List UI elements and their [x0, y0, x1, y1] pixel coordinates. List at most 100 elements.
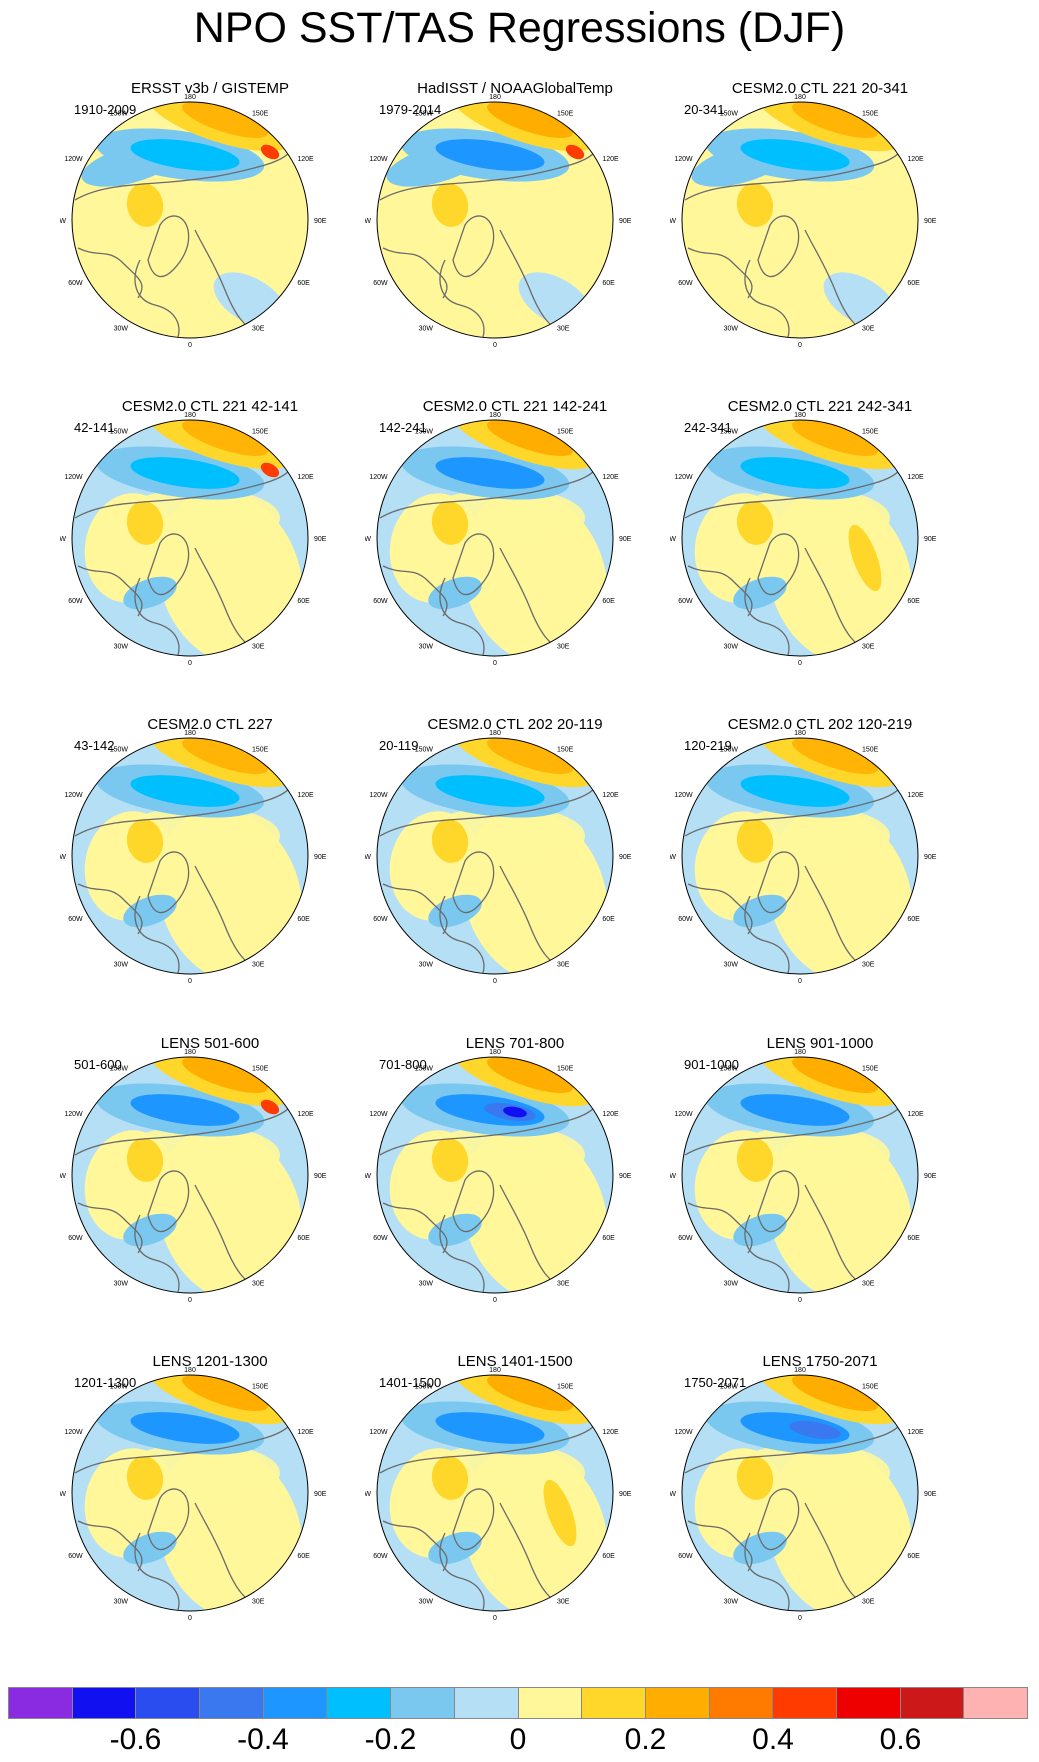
map-boundary — [681, 737, 919, 975]
panel-title: CESM2.0 CTL 221 142-241 — [422, 398, 608, 415]
longitude-label: 120E — [602, 474, 619, 481]
panel-period: 42-141 — [74, 420, 115, 435]
polar-map: 180 150W 150E 120W 120E 90W 90E 60W 60E 30W 30E 0 — [670, 1049, 937, 1304]
longitude-label: 90W — [670, 1491, 676, 1498]
longitude-label: 60W — [68, 1553, 83, 1560]
map-boundary — [71, 101, 309, 339]
longitude-label: 30E — [252, 1280, 265, 1287]
anomaly-region — [736, 1138, 774, 1182]
panel-period: 1401-1500 — [379, 1375, 442, 1390]
map-boundary — [681, 419, 919, 657]
longitude-label: 150W — [415, 111, 434, 118]
map-boundary — [681, 101, 919, 339]
anomaly-region — [126, 1456, 164, 1500]
colorbar-swatch — [136, 1688, 201, 1718]
longitude-label: 90W — [670, 218, 676, 225]
longitude-label: 60W — [678, 916, 693, 923]
longitude-label: 90W — [365, 218, 371, 225]
map-panel: 180 150W 150E 120W 120E 90W 90E 60W 60E 30W 30E 0 L… — [670, 1353, 970, 1653]
panel-title: LENS 501-600 — [160, 1035, 260, 1052]
longitude-label: 120E — [297, 1429, 314, 1436]
longitude-label: 30W — [114, 325, 129, 332]
longitude-label: 180 — [794, 94, 806, 101]
longitude-label: 90E — [619, 218, 632, 225]
panel-period: 20-341 — [684, 102, 725, 117]
colorbar-swatch — [645, 1688, 710, 1718]
longitude-label: 120E — [907, 1429, 924, 1436]
panel-period: 1750-2071 — [684, 1375, 747, 1390]
longitude-label: 150W — [720, 1066, 739, 1073]
anomaly-region — [238, 206, 272, 274]
anomaly-region — [130, 457, 240, 489]
longitude-label: 0 — [188, 660, 192, 667]
anomaly-region — [238, 842, 272, 910]
longitude-label: 180 — [794, 1367, 806, 1374]
polar-map: 180 150W 150E 120W 120E 90W 90E 60W 60E 30W 30E 0 — [365, 412, 632, 667]
longitude-label: 60W — [678, 280, 693, 287]
longitude-label: 120E — [602, 1111, 619, 1118]
anomaly-region — [182, 1057, 268, 1093]
longitude-label: 150W — [110, 1384, 129, 1391]
longitude-label: 180 — [794, 730, 806, 737]
longitude-label: 150E — [252, 429, 269, 436]
map-boundary — [681, 1374, 919, 1612]
longitude-label: 0 — [188, 978, 192, 985]
panel-period: 43-142 — [74, 738, 115, 753]
longitude-label: 120E — [297, 156, 314, 163]
panel-title: LENS 1401-1500 — [457, 1353, 573, 1370]
longitude-label: 120W — [369, 1429, 388, 1436]
longitude-label: 60W — [68, 280, 83, 287]
longitude-label: 0 — [493, 978, 497, 985]
map-panel: 180 150W 150E 120W 120E 90W 90E 60W 60E 30W 30E 0 C… — [60, 398, 360, 698]
anomaly-region — [487, 1057, 573, 1093]
longitude-label: 180 — [489, 412, 501, 419]
polar-map: 180 150W 150E 120W 120E 90W 90E 60W 60E 30W 30E 0 — [60, 1367, 327, 1622]
anomaly-region — [130, 139, 240, 171]
colorbar-swatch — [391, 1688, 455, 1718]
polar-map: 180 150W 150E 120W 120E 90W 90E 60W 60E 30W 30E 0 — [670, 1367, 937, 1622]
longitude-label: 150W — [720, 747, 739, 754]
longitude-label: 120E — [907, 792, 924, 799]
longitude-label: 90W — [365, 1173, 371, 1180]
anomaly-region — [736, 501, 774, 545]
longitude-label: 150W — [415, 1384, 434, 1391]
longitude-label: 0 — [493, 1297, 497, 1304]
longitude-label: 30W — [114, 961, 129, 968]
longitude-label: 120W — [369, 792, 388, 799]
longitude-label: 60W — [373, 916, 388, 923]
longitude-label: 120E — [602, 792, 619, 799]
longitude-label: 30E — [862, 1598, 875, 1605]
longitude-label: 30W — [114, 1598, 129, 1605]
longitude-label: 30E — [557, 1280, 570, 1287]
longitude-label: 180 — [489, 94, 501, 101]
polar-map: 180 150W 150E 120W 120E 90W 90E 60W 60E 30W 30E 0 — [670, 730, 937, 985]
longitude-label: 90E — [619, 1491, 632, 1498]
map-boundary — [71, 737, 309, 975]
anomaly-region — [736, 183, 774, 227]
anomaly-region — [431, 1138, 469, 1182]
map-panel: 180 150W 150E 120W 120E 90W 90E 60W 60E 30W 30E 0 C… — [670, 80, 970, 380]
anomaly-region — [238, 1479, 272, 1547]
panel-title: ERSST v3b / GISTEMP — [130, 80, 290, 97]
colorbar-tick-label: -0.4 — [237, 1723, 289, 1756]
longitude-label: 0 — [188, 1615, 192, 1622]
longitude-label: 60E — [602, 916, 615, 923]
longitude-label: 30E — [252, 325, 265, 332]
polar-map: 180 150W 150E 120W 120E 90W 90E 60W 60E 30W 30E 0 — [60, 730, 327, 985]
anomaly-region — [260, 144, 280, 160]
page-title: NPO SST/TAS Regressions (DJF) — [193, 4, 846, 52]
longitude-label: 60E — [907, 1553, 920, 1560]
anomaly-region — [543, 842, 577, 910]
polar-map: 180 150W 150E 120W 120E 90W 90E 60W 60E 30W 30E 0 — [60, 412, 327, 667]
longitude-label: 90W — [60, 1491, 66, 1498]
longitude-label: 90W — [670, 1173, 676, 1180]
map-panel: 180 150W 150E 120W 120E 90W 90E 60W 60E 30W 30E 0 C… — [365, 716, 665, 1016]
anomaly-region — [740, 139, 850, 171]
longitude-label: 30E — [252, 643, 265, 650]
panel-period: 1910-2009 — [74, 102, 137, 117]
longitude-label: 60E — [907, 1235, 920, 1242]
anomaly-region — [792, 420, 878, 456]
longitude-label: 90E — [314, 1173, 327, 1180]
anomaly-region — [792, 102, 878, 138]
longitude-label: 180 — [794, 412, 806, 419]
